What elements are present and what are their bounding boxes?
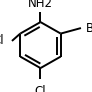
Text: NH2: NH2 <box>28 0 53 10</box>
Text: Cl: Cl <box>0 34 4 47</box>
Text: Br: Br <box>86 22 92 35</box>
Text: Cl: Cl <box>35 85 46 92</box>
